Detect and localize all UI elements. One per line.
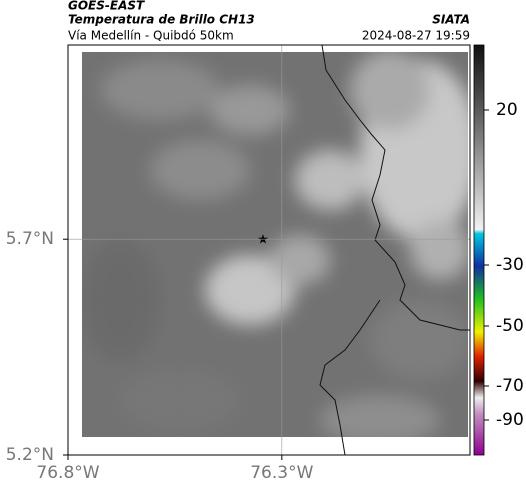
colorbar-label: 20 — [496, 100, 518, 120]
colorbar-label: -70 — [496, 376, 524, 396]
colorbar — [473, 44, 485, 456]
colorbar-label: -30 — [496, 255, 524, 275]
location-star: ★ — [257, 233, 269, 248]
x-tick-label: 76.3°W — [250, 463, 313, 483]
map-frame — [67, 44, 471, 456]
colorbar-label: -90 — [496, 410, 524, 430]
source: SIATA — [432, 13, 470, 27]
boundary — [319, 44, 470, 456]
timestamp: 2024-08-27 19:59 — [362, 29, 470, 43]
y-tick-label: 5.7°N — [6, 229, 54, 249]
x-tick-label: 76.8°W — [36, 463, 99, 483]
subtitle: Temperatura de Brillo CH13 — [68, 13, 255, 27]
satellite-image — [82, 52, 468, 437]
colorbar-label: -50 — [496, 316, 524, 336]
region: Vía Medellín - Quibdó 50km — [68, 29, 234, 43]
title: GOES-EAST — [68, 0, 145, 13]
y-tick-label: 5.2°N — [6, 445, 54, 465]
